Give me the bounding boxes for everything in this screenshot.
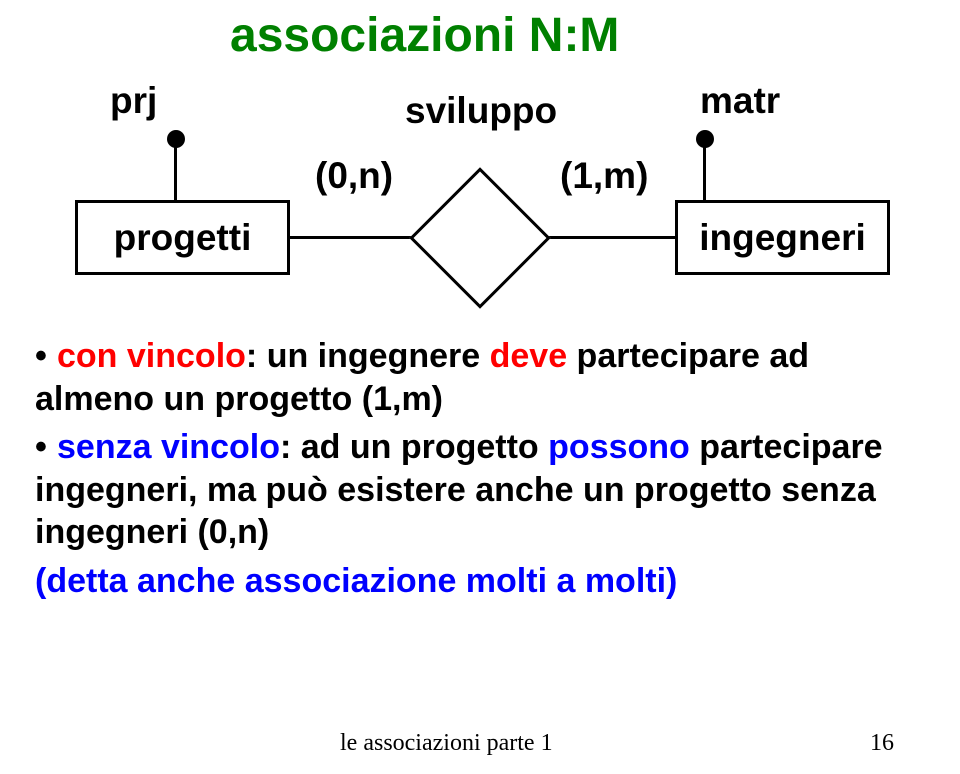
bullet-text: senza vincolo xyxy=(57,428,280,466)
relationship-label: sviluppo xyxy=(405,90,557,132)
relationship-diamond xyxy=(409,167,550,308)
slide-stage: associazioni N:M prj matr sviluppo (0,n)… xyxy=(0,0,960,774)
footer-page: 16 xyxy=(870,730,894,757)
bullet-marker: • xyxy=(35,426,57,469)
attr-left-stem xyxy=(174,144,177,202)
slide-title: associazioni N:M xyxy=(230,8,619,63)
bullet-item: •senza vincolo: ad un progetto possono p… xyxy=(35,426,935,554)
entity-right-label: ingegneri xyxy=(699,217,866,259)
bullet-text: : un ingegnere xyxy=(246,337,490,375)
bullet-list: •con vincolo: un ingegnere deve partecip… xyxy=(35,335,935,608)
bullet-text: con vincolo xyxy=(57,337,246,375)
bullet-item: •con vincolo: un ingegnere deve partecip… xyxy=(35,335,935,420)
card-right: (1,m) xyxy=(560,155,648,197)
bullet-text: : ad un progetto xyxy=(280,428,548,466)
bullet-text: deve xyxy=(490,337,568,375)
bullet-marker: • xyxy=(35,335,57,378)
attr-right-label: matr xyxy=(700,80,780,122)
bullet-text: possono xyxy=(548,428,690,466)
footer-text: le associazioni parte 1 xyxy=(340,730,553,757)
card-left: (0,n) xyxy=(315,155,393,197)
bullet-note: (detta anche associazione molti a molti) xyxy=(35,560,935,603)
attr-right-stem xyxy=(703,144,706,202)
entity-left: progetti xyxy=(75,200,290,275)
entity-left-label: progetti xyxy=(114,217,252,259)
attr-left-label: prj xyxy=(110,80,157,122)
entity-right: ingegneri xyxy=(675,200,890,275)
